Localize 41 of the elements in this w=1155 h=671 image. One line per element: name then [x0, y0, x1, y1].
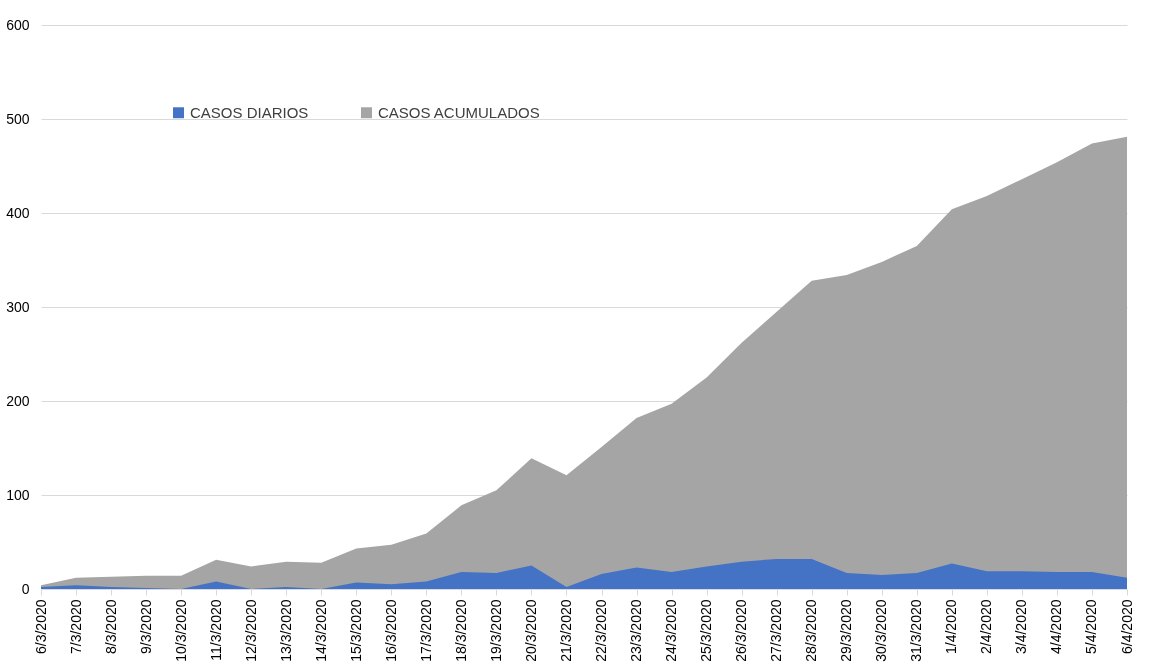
- x-tick-label: 9/3/2020: [137, 599, 154, 654]
- x-tick-label: 2/4/2020: [978, 599, 995, 654]
- legend-label: CASOS ACUMULADOS: [378, 103, 540, 121]
- x-tick-label: 21/3/2020: [557, 599, 574, 662]
- x-tick-label: 14/3/2020: [312, 599, 329, 662]
- y-tick-label: 400: [6, 204, 30, 221]
- x-tick-label: 30/3/2020: [873, 599, 890, 662]
- y-tick-label: 600: [6, 16, 30, 33]
- x-tick-label: 8/3/2020: [102, 599, 119, 654]
- x-tick-label: 19/3/2020: [487, 599, 504, 662]
- x-tick-label: 18/3/2020: [452, 599, 469, 662]
- x-tick-label: 12/3/2020: [242, 599, 259, 662]
- y-tick-label: 200: [6, 392, 30, 409]
- x-tick-label: 15/3/2020: [347, 599, 364, 662]
- legend-label: CASOS DIARIOS: [190, 103, 309, 121]
- x-tick-label: 20/3/2020: [522, 599, 539, 662]
- x-tick-label: 6/3/2020: [32, 599, 49, 654]
- x-tick-label: 4/4/2020: [1048, 599, 1065, 654]
- x-tick-label: 25/3/2020: [698, 599, 715, 662]
- x-tick-label: 11/3/2020: [207, 599, 224, 661]
- x-tick-label: 23/3/2020: [628, 599, 645, 662]
- y-tick-label: 300: [6, 298, 30, 315]
- x-tick-label: 13/3/2020: [277, 599, 294, 662]
- x-tick-label: 24/3/2020: [663, 599, 680, 662]
- x-tick-label: 6/4/2020: [1118, 599, 1135, 654]
- y-tick-label: 0: [21, 580, 30, 597]
- y-tick-label: 500: [6, 110, 30, 127]
- x-tick-label: 3/4/2020: [1013, 599, 1030, 654]
- x-tick-label: 7/3/2020: [67, 599, 84, 654]
- x-tick-label: 26/3/2020: [733, 599, 750, 662]
- x-tick-label: 10/3/2020: [172, 599, 189, 662]
- y-tick-label: 100: [6, 486, 30, 503]
- x-tick-label: 27/3/2020: [768, 599, 785, 662]
- x-tick-label: 28/3/2020: [803, 599, 820, 662]
- x-tick-label: 16/3/2020: [382, 599, 399, 662]
- x-tick-label: 29/3/2020: [838, 599, 855, 662]
- x-tick-label: 22/3/2020: [593, 599, 610, 662]
- x-tick-label: 31/3/2020: [908, 599, 925, 662]
- x-tick-label: 17/3/2020: [417, 599, 434, 662]
- x-tick-label: 5/4/2020: [1083, 599, 1100, 654]
- x-tick-label: 1/4/2020: [943, 599, 960, 654]
